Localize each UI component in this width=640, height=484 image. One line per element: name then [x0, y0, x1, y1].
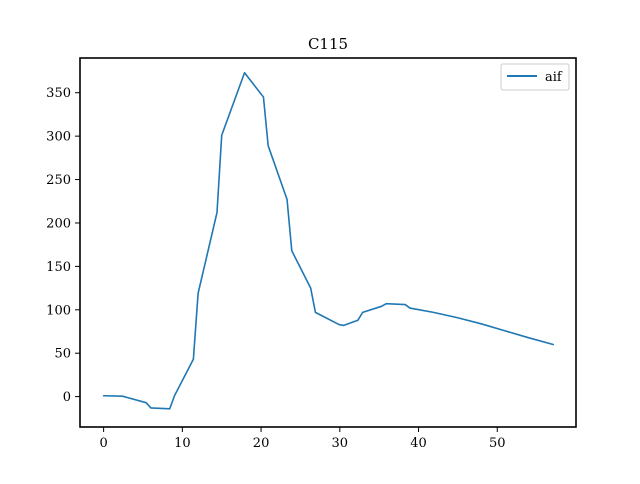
x-tick-label: 10 [174, 436, 191, 451]
x-tick-label: 20 [253, 436, 270, 451]
legend-label-aif: aif [545, 70, 563, 85]
x-tick-label: 40 [410, 436, 427, 451]
x-axis-ticks: 0 10 20 30 40 50 [99, 427, 506, 451]
y-tick-label: 100 [46, 303, 71, 318]
x-tick-label: 50 [489, 436, 506, 451]
y-tick-label: 200 [46, 216, 71, 231]
x-tick-label: 30 [332, 436, 349, 451]
series-line-aif [102, 71, 554, 410]
x-tick-label: 0 [99, 436, 107, 451]
legend: aif [500, 63, 570, 91]
y-tick-label: 250 [46, 173, 71, 188]
y-tick-label: 150 [46, 260, 71, 275]
y-tick-label: 50 [54, 347, 71, 362]
series-layer [102, 71, 554, 410]
plot-area-frame [79, 57, 577, 428]
y-tick-label: 0 [63, 390, 71, 405]
y-tick-label: 350 [46, 86, 71, 101]
y-axis-ticks: 0 50 100 150 200 250 300 350 [46, 86, 80, 405]
chart-title: C115 [308, 35, 348, 53]
y-tick-label: 300 [46, 130, 71, 145]
